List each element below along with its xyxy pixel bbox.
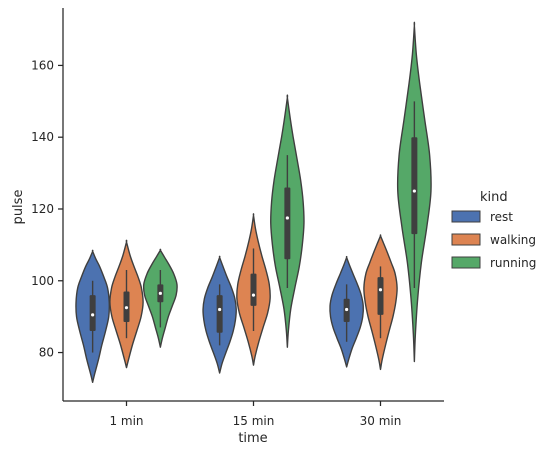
violin-median — [412, 189, 416, 193]
violin-median — [91, 313, 95, 317]
violin-walking-15-min — [236, 213, 271, 366]
violin-rest-30-min — [329, 255, 365, 368]
y-tick-label: 140 — [31, 130, 54, 144]
violin-median — [158, 291, 162, 295]
legend-swatch-walking — [451, 233, 481, 246]
violin-median — [218, 307, 222, 312]
y-tick-label: 120 — [31, 202, 54, 216]
violin-iqr-box — [89, 295, 96, 332]
violin-rest-1-min — [75, 249, 111, 384]
axes: 80 100 120 140 160 1 min 15 min 30 min pulse t… — [11, 8, 444, 446]
violin-walking-30-min — [363, 234, 398, 371]
x-axis-label: time — [238, 431, 267, 446]
violin-iqr-box — [377, 277, 384, 315]
violins-layer — [75, 21, 432, 384]
x-tick-label: 30 min — [360, 414, 402, 428]
legend-entries: rest walking running — [451, 210, 536, 270]
legend-swatch-rest — [451, 210, 481, 223]
legend: kind rest walking running — [451, 190, 536, 270]
y-tick-label: 100 — [31, 274, 54, 288]
legend-label-walking: walking — [490, 233, 536, 247]
violin-walking-1-min — [109, 239, 144, 369]
y-tick-label: 80 — [39, 346, 54, 360]
x-tick-label: 15 min — [233, 414, 275, 428]
violin-iqr-box — [216, 295, 223, 333]
legend-title: kind — [480, 190, 508, 205]
y-ticks: 80 100 120 140 160 — [31, 58, 63, 360]
violin-running-1-min — [142, 248, 178, 348]
legend-swatch-running — [451, 256, 481, 269]
violin-rest-15-min — [202, 255, 237, 374]
violin-median — [378, 288, 383, 292]
y-tick-label: 160 — [31, 58, 54, 72]
x-ticks: 1 min 15 min 30 min — [109, 401, 401, 428]
violin-median — [345, 307, 349, 312]
violin-iqr-box — [250, 273, 257, 306]
violin-running-15-min — [270, 94, 305, 348]
violin-median — [251, 293, 256, 297]
legend-label-running: running — [490, 256, 536, 270]
y-axis-label: pulse — [11, 190, 26, 225]
x-tick-label: 1 min — [109, 414, 143, 428]
violin-median — [285, 216, 289, 220]
violin-iqr-box — [284, 187, 291, 260]
violin-median — [124, 306, 129, 310]
violin-iqr-box — [411, 137, 418, 235]
violin-running-30-min — [396, 21, 432, 363]
legend-label-rest: rest — [490, 210, 513, 224]
